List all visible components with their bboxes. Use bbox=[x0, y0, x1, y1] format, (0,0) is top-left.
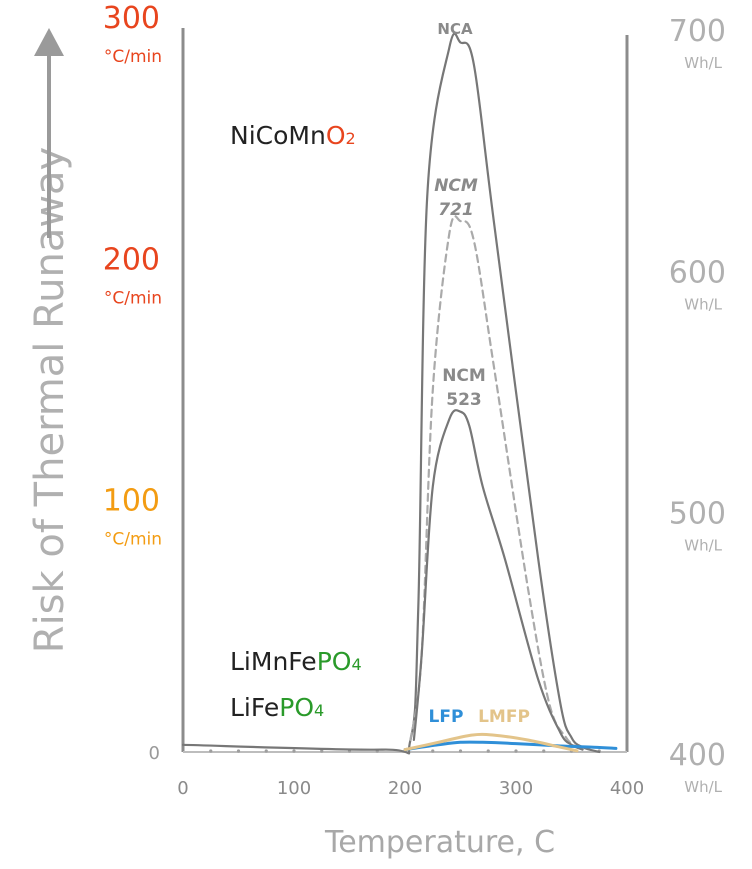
right-tick-unit-600: Wh/L bbox=[684, 295, 722, 313]
x-minor-tick bbox=[264, 749, 268, 753]
right-tick-label-600: 600 bbox=[669, 255, 726, 290]
chem-label-limnfepo4: LiMnFePO4 bbox=[230, 647, 362, 676]
x-minor-tick bbox=[458, 749, 463, 753]
x-minor-tick bbox=[514, 749, 518, 753]
series-label-ncm-523-line1: NCM bbox=[442, 366, 486, 386]
series-label-lmfp: LMFP bbox=[478, 707, 530, 727]
right-tick-label-700: 700 bbox=[669, 14, 726, 49]
chem-label-nicomno2: NiCoMnO2 bbox=[230, 121, 356, 150]
right-tick-unit-400: Wh/L bbox=[684, 778, 722, 796]
x-tick-label-300: 300 bbox=[499, 778, 533, 799]
risk-arrow-head bbox=[34, 28, 64, 56]
left-tick-unit-100: °C/min bbox=[104, 530, 162, 550]
x-minor-tick bbox=[236, 749, 241, 753]
x-tick-label-200: 200 bbox=[388, 778, 422, 799]
series-line-ncm-721 bbox=[409, 215, 579, 749]
right-tick-label-400: 400 bbox=[669, 738, 726, 773]
series-label-lfp: LFP bbox=[429, 707, 464, 727]
x-tick-label-400: 400 bbox=[610, 778, 644, 799]
x-minor-tick bbox=[542, 749, 546, 753]
x-minor-tick bbox=[486, 749, 490, 753]
x-minor-tick bbox=[431, 749, 435, 753]
left-tick-label-0: 0 bbox=[149, 743, 160, 764]
left-tick-label-300: 300 bbox=[103, 1, 160, 36]
x-minor-tick bbox=[292, 749, 296, 753]
left-tick-unit-200: °C/min bbox=[104, 288, 162, 308]
series-line-ncm-523 bbox=[412, 409, 584, 751]
left-tick-label-100: 100 bbox=[103, 484, 160, 519]
x-minor-tick bbox=[320, 749, 324, 753]
x-minor-tick bbox=[209, 749, 213, 753]
left-tick-unit-300: °C/min bbox=[104, 47, 162, 67]
right-tick-unit-500: Wh/L bbox=[684, 537, 722, 555]
series-label-nca: NCA bbox=[437, 20, 473, 38]
series-label-ncm-721-line2: 721 bbox=[438, 200, 474, 220]
x-tick-label-0: 0 bbox=[177, 778, 188, 799]
x-axis-title: Temperature, C bbox=[324, 825, 555, 860]
series-label-ncm-523-line2: 523 bbox=[446, 390, 482, 410]
left-tick-label-200: 200 bbox=[103, 242, 160, 277]
x-tick-label-100: 100 bbox=[277, 778, 311, 799]
right-tick-unit-700: Wh/L bbox=[684, 54, 722, 72]
series-line-lfp bbox=[403, 740, 618, 752]
right-tick-label-500: 500 bbox=[669, 497, 726, 532]
series-line-lmfp bbox=[403, 732, 579, 753]
series-label-ncm-721-line1: NCM bbox=[434, 176, 478, 196]
chem-label-lifepo4: LiFePO4 bbox=[230, 693, 324, 722]
